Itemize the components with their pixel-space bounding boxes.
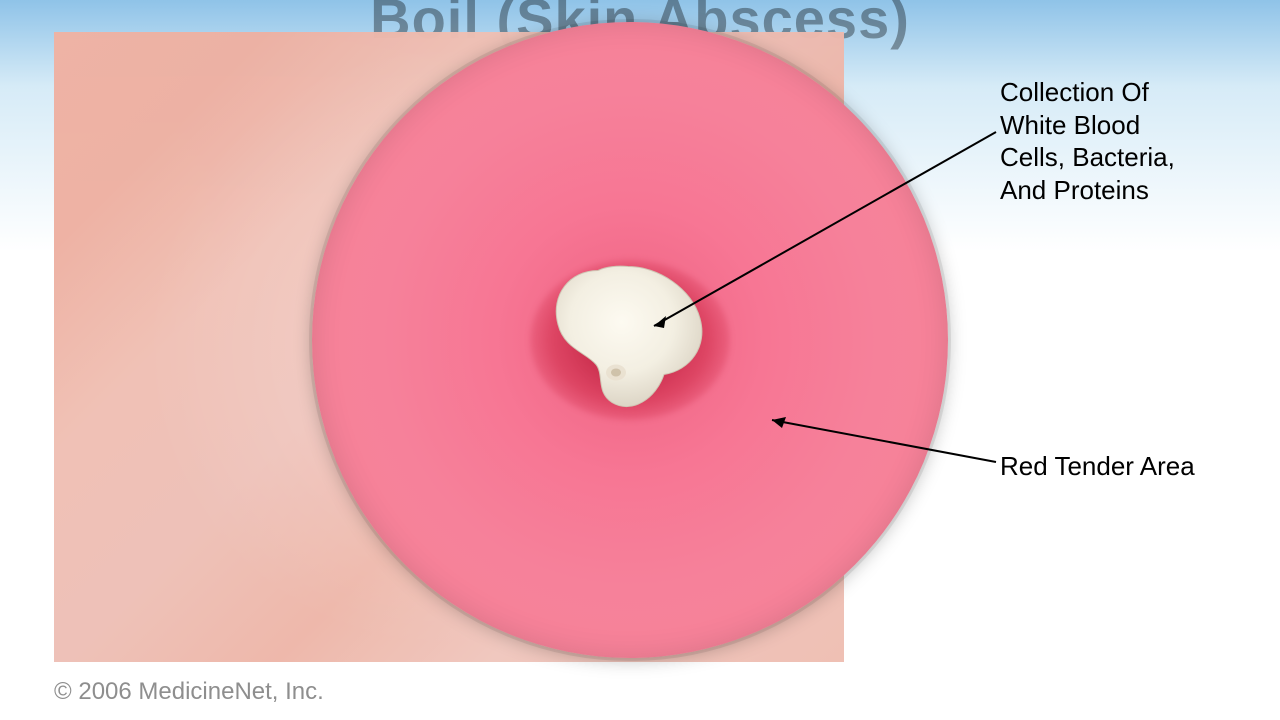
copyright-text: © 2006 MedicineNet, Inc. xyxy=(54,678,324,706)
magnifier-circle xyxy=(312,22,948,658)
label-red-area: Red Tender Area xyxy=(1000,450,1260,483)
pus-core xyxy=(540,253,720,428)
label-pus: Collection OfWhite BloodCells, Bacteria,… xyxy=(1000,76,1250,206)
